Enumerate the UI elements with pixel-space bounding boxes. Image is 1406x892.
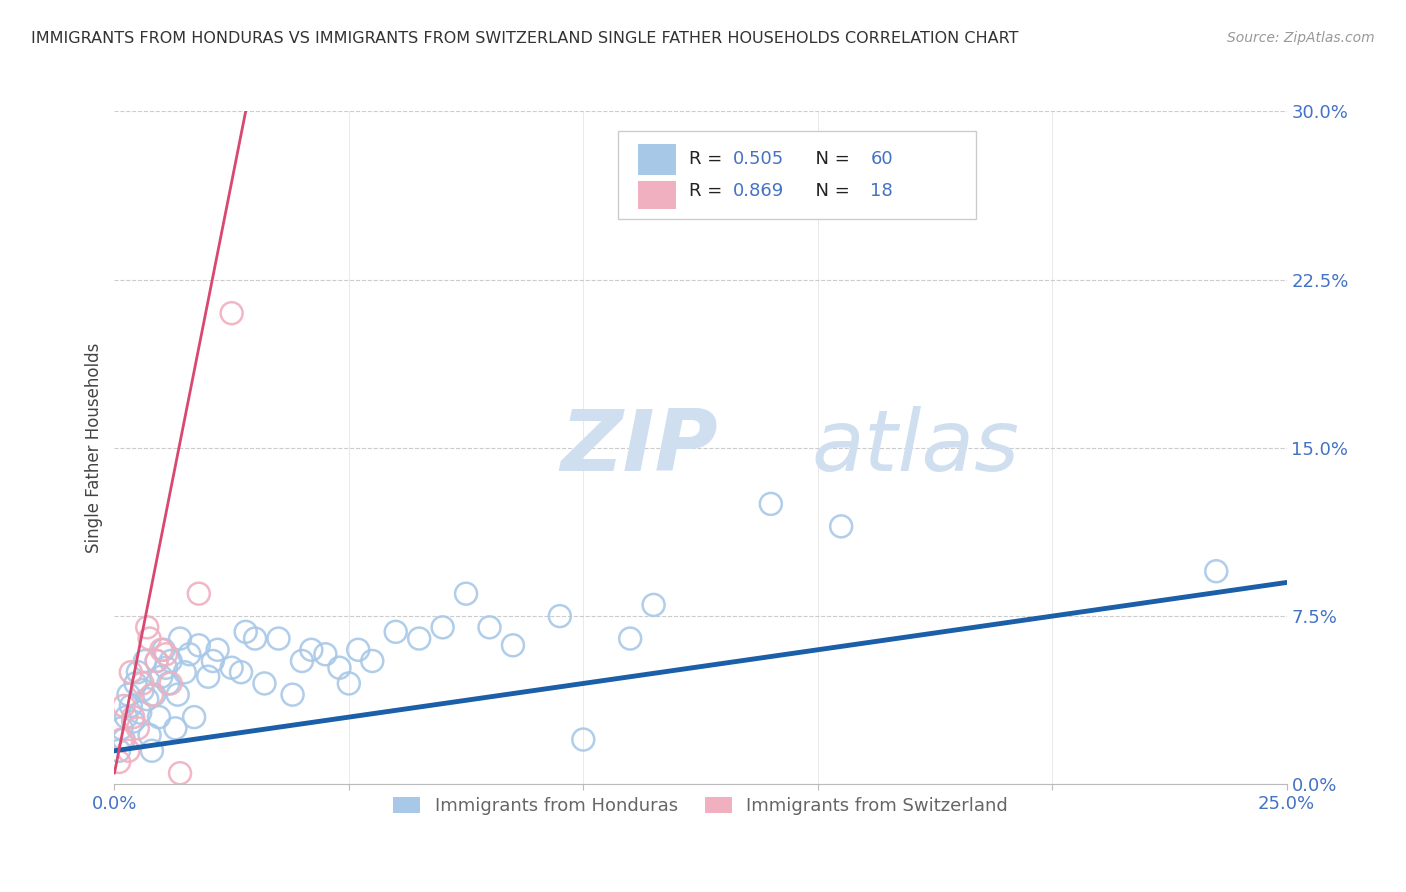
Point xyxy=(117,744,139,758)
Point xyxy=(129,706,152,720)
Point xyxy=(120,665,142,680)
Point xyxy=(166,688,188,702)
Point xyxy=(136,620,159,634)
FancyBboxPatch shape xyxy=(619,131,976,219)
Point xyxy=(243,632,266,646)
Bar xyxy=(638,180,676,209)
Point xyxy=(143,688,166,702)
Point xyxy=(478,620,501,634)
Text: Source: ZipAtlas.com: Source: ZipAtlas.com xyxy=(1227,31,1375,45)
Point xyxy=(152,642,174,657)
Point xyxy=(159,654,181,668)
Point xyxy=(108,744,131,758)
Point xyxy=(830,519,852,533)
Point xyxy=(134,654,156,668)
Point xyxy=(229,665,252,680)
Point xyxy=(1205,564,1227,578)
Point xyxy=(131,683,153,698)
Point xyxy=(267,632,290,646)
Text: 18: 18 xyxy=(870,182,893,200)
Y-axis label: Single Father Households: Single Father Households xyxy=(86,343,103,553)
Point xyxy=(157,676,180,690)
Text: R =: R = xyxy=(689,182,728,200)
Point xyxy=(432,620,454,634)
Text: 0.505: 0.505 xyxy=(734,150,785,168)
Text: N =: N = xyxy=(804,150,855,168)
Point xyxy=(187,638,209,652)
Text: 0.869: 0.869 xyxy=(734,182,785,200)
Text: 60: 60 xyxy=(870,150,893,168)
Point xyxy=(108,755,131,769)
Point xyxy=(136,692,159,706)
Point xyxy=(314,647,336,661)
Point xyxy=(145,654,167,668)
Point xyxy=(207,642,229,657)
Point xyxy=(759,497,782,511)
Point xyxy=(201,654,224,668)
Point xyxy=(138,632,160,646)
Point xyxy=(148,710,170,724)
Point xyxy=(138,728,160,742)
Point xyxy=(548,609,571,624)
Point xyxy=(281,688,304,702)
Point xyxy=(221,661,243,675)
Point xyxy=(454,587,477,601)
Point xyxy=(141,688,163,702)
Point xyxy=(165,722,187,736)
Point xyxy=(408,632,430,646)
Point xyxy=(169,766,191,780)
Point xyxy=(183,710,205,724)
Point xyxy=(110,722,132,736)
Point xyxy=(112,698,135,713)
Point xyxy=(572,732,595,747)
Point xyxy=(127,722,149,736)
Point xyxy=(131,676,153,690)
Point xyxy=(347,642,370,657)
Point xyxy=(150,670,173,684)
Point xyxy=(384,624,406,639)
Point xyxy=(643,598,665,612)
Point xyxy=(155,661,177,675)
Point xyxy=(291,654,314,668)
Text: atlas: atlas xyxy=(811,407,1019,490)
Point xyxy=(179,647,201,661)
Point xyxy=(141,744,163,758)
Point xyxy=(235,624,257,639)
Point xyxy=(253,676,276,690)
Point xyxy=(110,732,132,747)
Bar xyxy=(638,145,676,175)
Point xyxy=(124,676,146,690)
Point xyxy=(145,654,167,668)
Point xyxy=(361,654,384,668)
Point xyxy=(173,665,195,680)
Legend: Immigrants from Honduras, Immigrants from Switzerland: Immigrants from Honduras, Immigrants fro… xyxy=(385,789,1015,822)
Point xyxy=(112,732,135,747)
Text: ZIP: ZIP xyxy=(560,407,717,490)
Point xyxy=(502,638,524,652)
Point xyxy=(122,710,145,724)
Point xyxy=(127,665,149,680)
Point xyxy=(120,698,142,713)
Text: R =: R = xyxy=(689,150,728,168)
Point xyxy=(155,647,177,661)
Point xyxy=(619,632,641,646)
Point xyxy=(169,632,191,646)
Text: IMMIGRANTS FROM HONDURAS VS IMMIGRANTS FROM SWITZERLAND SINGLE FATHER HOUSEHOLDS: IMMIGRANTS FROM HONDURAS VS IMMIGRANTS F… xyxy=(31,31,1018,46)
Point xyxy=(159,676,181,690)
Point xyxy=(122,714,145,729)
Point xyxy=(221,306,243,320)
Point xyxy=(328,661,350,675)
Point xyxy=(115,710,138,724)
Point xyxy=(117,688,139,702)
Point xyxy=(150,642,173,657)
Point xyxy=(187,587,209,601)
Point xyxy=(197,670,219,684)
Text: N =: N = xyxy=(804,182,855,200)
Point xyxy=(299,642,322,657)
Point xyxy=(337,676,360,690)
